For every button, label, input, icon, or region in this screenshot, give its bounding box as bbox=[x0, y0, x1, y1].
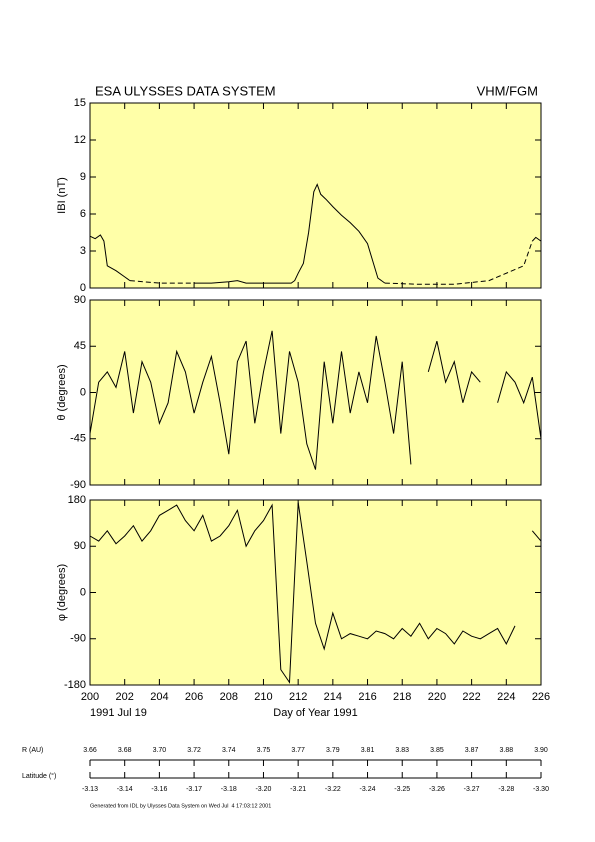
r-label: R (AU) bbox=[22, 747, 43, 754]
y-axis-label: θ (degrees) bbox=[56, 364, 68, 420]
lat-value: -3.26 bbox=[429, 786, 445, 793]
plot-area bbox=[89, 299, 542, 486]
data-line bbox=[531, 530, 542, 542]
lat-value: -3.24 bbox=[360, 786, 376, 793]
y-tick-label: 90 bbox=[74, 540, 86, 552]
lat-value: -3.20 bbox=[255, 786, 271, 793]
data-line bbox=[194, 183, 386, 284]
lat-value: -3.18 bbox=[221, 786, 237, 793]
lat-value: -3.28 bbox=[498, 786, 514, 793]
y-tick-label: 6 bbox=[80, 208, 86, 220]
r-value: 3.88 bbox=[499, 747, 513, 754]
x-tick-label: 216 bbox=[358, 691, 376, 703]
y-tick-label: 3 bbox=[80, 245, 86, 257]
lat-value: -3.27 bbox=[464, 786, 480, 793]
lat-value: -3.13 bbox=[82, 786, 98, 793]
y-tick-label: -45 bbox=[70, 433, 86, 445]
data-line bbox=[89, 502, 516, 684]
y-tick-label: -90 bbox=[70, 479, 86, 491]
x-tick-label: 214 bbox=[324, 691, 342, 703]
r-value: 3.68 bbox=[118, 747, 132, 754]
r-value: 3.66 bbox=[83, 747, 97, 754]
r-value: 3.90 bbox=[534, 747, 548, 754]
lat-value: -3.21 bbox=[290, 786, 306, 793]
data-line bbox=[89, 330, 412, 470]
data-line bbox=[384, 240, 533, 285]
y-tick-label: 90 bbox=[74, 294, 86, 306]
lat-value: -3.25 bbox=[394, 786, 410, 793]
start-date: 1991 Jul 19 bbox=[90, 707, 147, 719]
y-tick-label: 9 bbox=[80, 171, 86, 183]
header-left: ESA ULYSSES DATA SYSTEM bbox=[95, 83, 276, 98]
x-tick-label: 220 bbox=[428, 691, 446, 703]
y-tick-label: 12 bbox=[74, 134, 86, 146]
r-value: 3.72 bbox=[187, 747, 201, 754]
lat-value: -3.30 bbox=[533, 786, 549, 793]
data-line bbox=[129, 280, 195, 284]
footer: Generated from IDL by Ulysses Data Syste… bbox=[90, 803, 271, 809]
lat-value: -3.14 bbox=[117, 786, 133, 793]
y-axis-label: IBI (nT) bbox=[56, 177, 68, 214]
y-tick-label: 45 bbox=[74, 340, 86, 352]
x-tick-label: 222 bbox=[462, 691, 480, 703]
r-value: 3.85 bbox=[430, 747, 444, 754]
r-value: 3.83 bbox=[395, 747, 409, 754]
y-axis-label: φ (degrees) bbox=[56, 564, 68, 621]
x-tick-label: 210 bbox=[254, 691, 272, 703]
x-axis-label: Day of Year 1991 bbox=[273, 707, 357, 719]
y-tick-label: -90 bbox=[70, 633, 86, 645]
r-value: 3.77 bbox=[291, 747, 305, 754]
lat-label: Latitude (°) bbox=[22, 772, 56, 780]
x-tick-label: 224 bbox=[497, 691, 515, 703]
data-line bbox=[497, 370, 542, 439]
r-value: 3.87 bbox=[465, 747, 479, 754]
data-line bbox=[89, 234, 131, 282]
x-tick-label: 208 bbox=[220, 691, 238, 703]
r-value: 3.74 bbox=[222, 747, 236, 754]
x-tick-label: 200 bbox=[81, 691, 99, 703]
r-value: 3.70 bbox=[153, 747, 167, 754]
lat-value: -3.17 bbox=[186, 786, 202, 793]
x-tick-label: 226 bbox=[532, 691, 550, 703]
x-tick-label: 212 bbox=[289, 691, 307, 703]
plot-area bbox=[89, 102, 542, 289]
lat-value: -3.22 bbox=[325, 786, 341, 793]
r-value: 3.79 bbox=[326, 747, 340, 754]
x-tick-label: 218 bbox=[393, 691, 411, 703]
y-tick-label: 0 bbox=[80, 282, 86, 294]
header-right: VHM/FGM bbox=[477, 83, 538, 98]
lat-value: -3.16 bbox=[151, 786, 167, 793]
x-tick-label: 202 bbox=[116, 691, 134, 703]
x-tick-label: 206 bbox=[185, 691, 203, 703]
r-value: 3.81 bbox=[361, 747, 375, 754]
y-tick-label: -180 bbox=[64, 679, 86, 691]
y-tick-label: 15 bbox=[74, 97, 86, 109]
data-line bbox=[427, 340, 481, 403]
plot-area bbox=[89, 499, 542, 686]
y-tick-label: 180 bbox=[68, 494, 86, 506]
y-tick-label: 0 bbox=[80, 586, 86, 598]
y-tick-label: 0 bbox=[80, 386, 86, 398]
x-tick-label: 204 bbox=[150, 691, 168, 703]
data-line bbox=[531, 236, 542, 242]
r-value: 3.75 bbox=[257, 747, 271, 754]
